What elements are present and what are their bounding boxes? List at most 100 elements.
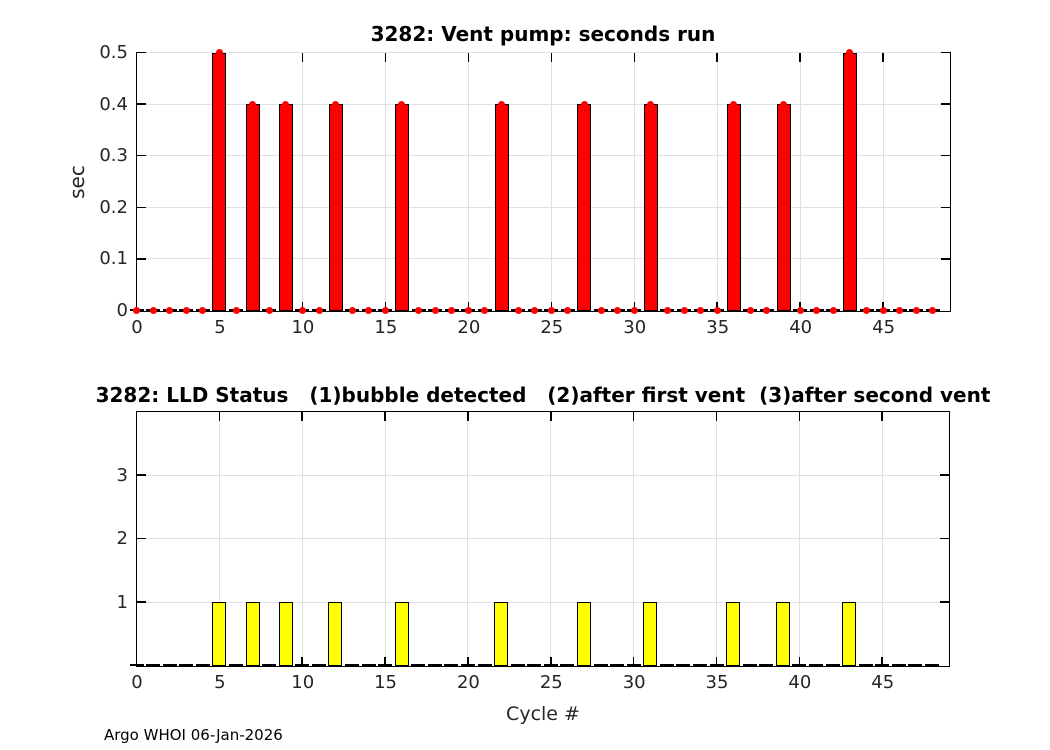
data-marker (813, 307, 821, 314)
tick-mark (939, 601, 949, 603)
tick-mark (881, 411, 883, 421)
zero-bar-dash (295, 663, 310, 666)
x-tick-label: 5 (214, 317, 226, 338)
data-marker (647, 100, 655, 108)
tick-mark (798, 411, 801, 421)
grid-line (136, 474, 949, 476)
tick-mark (715, 656, 718, 666)
data-marker (133, 307, 140, 314)
x-tick-label: 15 (374, 672, 398, 693)
zero-bar-dash (361, 663, 376, 666)
x-tick-label: 40 (788, 672, 812, 693)
bar (576, 602, 591, 666)
bar (577, 104, 592, 311)
data-marker (630, 307, 638, 314)
data-marker (863, 307, 871, 314)
tick-mark (940, 103, 950, 105)
grid-line (716, 52, 718, 311)
x-tick-label: 35 (706, 317, 730, 338)
x-axis-label-cycle: Cycle # (506, 703, 580, 725)
y-tick-label: 3 (116, 464, 128, 486)
zero-bar-dash (891, 663, 906, 666)
data-marker (896, 307, 904, 314)
bar (726, 104, 741, 311)
tick-mark (799, 301, 801, 311)
data-marker (680, 307, 688, 314)
data-marker (348, 307, 356, 314)
x-tick-label: 25 (540, 317, 564, 338)
zero-bar-dash (875, 663, 890, 666)
tick-mark (136, 206, 146, 209)
zero-bar-dash (195, 663, 210, 666)
bar (394, 104, 409, 311)
data-marker (315, 307, 323, 314)
grid-line (136, 52, 950, 53)
data-marker (514, 307, 522, 314)
bar (278, 602, 293, 666)
data-marker (332, 100, 340, 108)
zero-bar-dash (129, 663, 144, 666)
data-marker (780, 100, 788, 108)
tick-mark (550, 52, 553, 62)
x-tick-label: 20 (456, 672, 480, 693)
y-axis-label-sec: sec (65, 165, 89, 199)
bar (776, 104, 791, 311)
tick-mark (799, 52, 801, 62)
bar (643, 602, 658, 666)
data-marker (415, 307, 423, 314)
zero-bar-dash (610, 663, 625, 666)
tick-mark (798, 656, 801, 666)
data-marker (597, 307, 605, 314)
bar (328, 602, 343, 666)
x-tick-label: 45 (872, 317, 896, 338)
zero-bar-dash (808, 663, 823, 666)
data-marker (912, 307, 920, 314)
data-marker (796, 307, 804, 314)
data-marker (232, 307, 240, 314)
tick-mark (136, 601, 146, 603)
bar (394, 602, 409, 666)
grid-line (384, 52, 386, 311)
bar (842, 602, 857, 666)
x-tick-label: 30 (622, 672, 646, 693)
zero-bar-dash (543, 663, 558, 666)
zero-bar-dash (560, 663, 575, 666)
grid-line (301, 52, 303, 311)
tick-mark (136, 474, 146, 476)
tick-mark (939, 474, 949, 476)
zero-bar-dash (692, 663, 707, 666)
zero-bar-dash (858, 663, 873, 666)
tick-mark (136, 103, 146, 105)
tick-mark (301, 301, 304, 311)
tick-mark (384, 656, 386, 666)
data-marker (531, 307, 539, 314)
grid-line (467, 52, 469, 311)
data-marker (298, 307, 306, 314)
data-marker (614, 307, 622, 314)
grid-line (136, 258, 950, 260)
zero-bar-dash (825, 663, 840, 666)
grid-line (136, 538, 949, 539)
zero-bar-dash (228, 663, 243, 666)
lld-status-chart-title: 3282: LLD Status (1)bubble detected (2)a… (95, 383, 991, 407)
footer-text: Argo WHOI 06-Jan-2026 (104, 726, 283, 744)
data-marker (879, 307, 887, 314)
grid-line (882, 52, 884, 311)
grid-line (799, 52, 801, 311)
zero-bar-dash (924, 663, 939, 666)
tick-mark (301, 411, 303, 421)
tick-mark (384, 301, 387, 311)
zero-bar-dash (510, 663, 525, 666)
bar (494, 602, 509, 666)
data-marker (564, 307, 572, 314)
zero-bar-dash (311, 663, 326, 666)
y-tick-label: 0 (116, 300, 128, 321)
x-tick-label: 25 (539, 672, 563, 693)
bar (842, 52, 857, 311)
tick-mark (467, 52, 470, 62)
zero-bar-dash (427, 663, 442, 666)
x-tick-label: 35 (705, 672, 729, 693)
x-tick-label: 20 (457, 317, 481, 338)
tick-mark (550, 656, 552, 666)
